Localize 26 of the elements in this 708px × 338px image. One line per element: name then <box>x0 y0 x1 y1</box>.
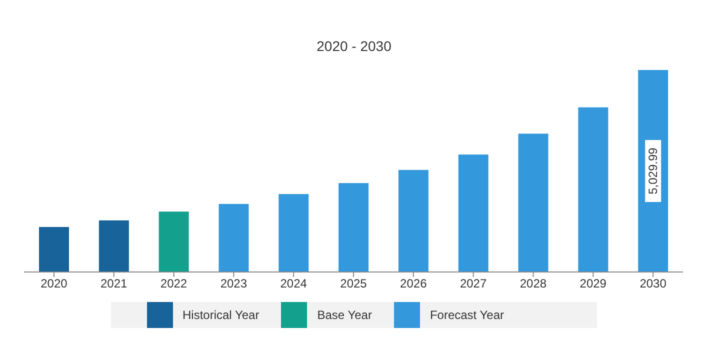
x-tick-label: 2022 <box>160 276 188 291</box>
bar <box>518 134 548 272</box>
bar <box>218 204 249 272</box>
legend-label: Base Year <box>316 307 372 324</box>
x-tick-label: 2028 <box>520 276 547 291</box>
bar <box>458 154 488 272</box>
legend-label: Forecast Year <box>428 307 504 324</box>
x-tick-label: 2029 <box>580 276 607 291</box>
x-tick-label: 2027 <box>460 276 487 291</box>
bar <box>278 194 309 272</box>
x-tick-label: 2020 <box>40 276 68 291</box>
x-tick-label: 2024 <box>280 276 308 291</box>
x-tick-label: 2025 <box>340 276 368 291</box>
bar <box>158 212 189 272</box>
x-tick-label: 2023 <box>220 276 248 291</box>
x-tick-label: 2026 <box>400 276 428 291</box>
bar <box>98 220 129 272</box>
bar <box>398 170 428 272</box>
bar <box>39 226 69 272</box>
legend-label: Historical Year <box>182 307 260 324</box>
bar <box>338 183 369 272</box>
chart-title: 2020 - 2030 <box>316 38 392 54</box>
x-tick-label: 2021 <box>100 276 128 291</box>
data-label: 5,029.99 <box>646 147 660 194</box>
x-tick-label: 2030 <box>640 276 667 291</box>
bar <box>578 107 608 272</box>
